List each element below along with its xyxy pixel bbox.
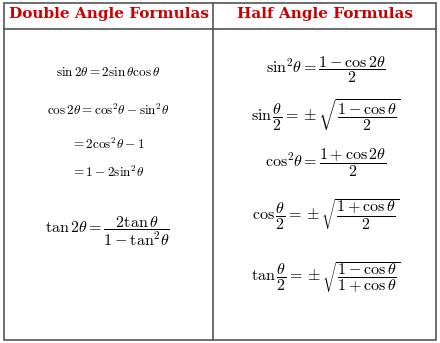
Text: $\cos^2\!\theta = \dfrac{1+\cos 2\theta}{2}$: $\cos^2\!\theta = \dfrac{1+\cos 2\theta}… (265, 146, 386, 179)
Text: $= 1 - 2\sin^2\!\theta$: $= 1 - 2\sin^2\!\theta$ (71, 164, 144, 180)
Text: $\sin 2\theta = 2\sin\theta\cos\theta$: $\sin 2\theta = 2\sin\theta\cos\theta$ (56, 66, 160, 79)
Text: $\sin\dfrac{\theta}{2} = \pm\sqrt{\dfrac{1-\cos\theta}{2}}$: $\sin\dfrac{\theta}{2} = \pm\sqrt{\dfrac… (251, 98, 400, 134)
Text: Half Angle Formulas: Half Angle Formulas (237, 8, 413, 21)
Text: $\tan 2\theta = \dfrac{2\tan\theta}{1-\tan^2\!\theta}$: $\tan 2\theta = \dfrac{2\tan\theta}{1-\t… (45, 214, 170, 248)
Text: Double Angle Formulas: Double Angle Formulas (9, 8, 209, 21)
Text: $\tan\dfrac{\theta}{2} = \pm\sqrt{\dfrac{1-\cos\theta}{1+\cos\theta}}$: $\tan\dfrac{\theta}{2} = \pm\sqrt{\dfrac… (251, 260, 400, 295)
Text: $\sin^2\!\theta = \dfrac{1-\cos 2\theta}{2}$: $\sin^2\!\theta = \dfrac{1-\cos 2\theta}… (266, 54, 385, 85)
Text: $\cos\dfrac{\theta}{2} = \pm\sqrt{\dfrac{1+\cos\theta}{2}}$: $\cos\dfrac{\theta}{2} = \pm\sqrt{\dfrac… (252, 198, 400, 233)
Text: $= 2\cos^2\!\theta - 1$: $= 2\cos^2\!\theta - 1$ (71, 136, 145, 152)
Text: $\cos 2\theta = \cos^2\!\theta - \sin^2\!\theta$: $\cos 2\theta = \cos^2\!\theta - \sin^2\… (47, 102, 169, 118)
